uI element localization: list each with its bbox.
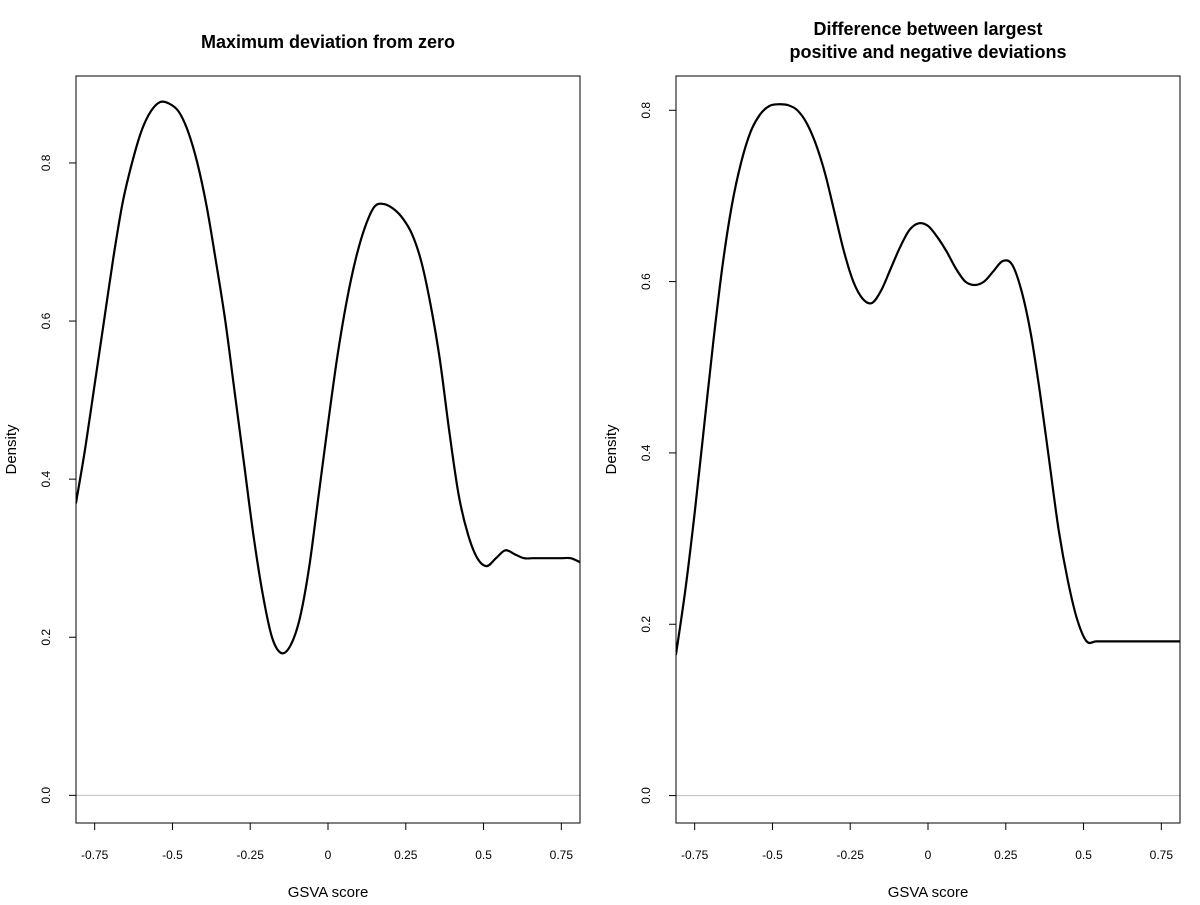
x-tick-label: 0 xyxy=(925,848,932,862)
chart-title-line-1: Difference between largest xyxy=(813,19,1042,39)
y-tick-label: 0.4 xyxy=(639,444,653,461)
y-tick-label: 0.6 xyxy=(639,273,653,290)
x-tick-label: -0.75 xyxy=(681,848,709,862)
x-tick-label: -0.75 xyxy=(81,848,109,862)
x-tick-label: -0.25 xyxy=(237,848,265,862)
plot-frame xyxy=(675,75,1181,824)
x-tick-label: 0.25 xyxy=(394,848,418,862)
y-tick-label: 0.2 xyxy=(639,616,653,633)
x-tick-label: 0 xyxy=(325,848,332,862)
density-curve-density xyxy=(676,103,1180,656)
x-tick-label: 0.75 xyxy=(1150,848,1174,862)
chart-title-line-2: positive and negative deviations xyxy=(789,42,1066,62)
y-tick-label: 0.4 xyxy=(39,470,53,487)
x-tick-label: 0.25 xyxy=(994,848,1018,862)
chart-panel-2: Difference between largest positive and n… xyxy=(603,19,1181,901)
chart-title-line-1: Maximum deviation from zero xyxy=(201,32,455,52)
x-axis-label: GSVA score xyxy=(888,884,969,900)
y-tick-label: 0.2 xyxy=(39,629,53,646)
plot-frame xyxy=(75,75,581,824)
x-tick-label: -0.5 xyxy=(762,848,783,862)
chart-panel-1: Maximum deviation from zero -0.75 -0.5 -0.2… xyxy=(3,32,581,901)
y-axis-label: Density xyxy=(603,424,620,475)
y-tick-label: 0.0 xyxy=(639,787,653,804)
x-tick-label: 0.5 xyxy=(1075,848,1092,862)
y-tick-label: 0.8 xyxy=(639,102,653,119)
density-curve-density xyxy=(76,100,580,655)
y-tick-label: 0.8 xyxy=(39,154,53,171)
x-tick-label: 0.5 xyxy=(475,848,492,862)
y-tick-label: 0.0 xyxy=(39,787,53,804)
y-tick-label: 0.6 xyxy=(39,312,53,329)
x-axis-label: GSVA score xyxy=(288,884,369,900)
y-axis-label: Density xyxy=(3,424,20,475)
x-tick-label: -0.5 xyxy=(162,848,183,862)
x-tick-label: -0.25 xyxy=(837,848,865,862)
x-tick-label: 0.75 xyxy=(550,848,574,862)
